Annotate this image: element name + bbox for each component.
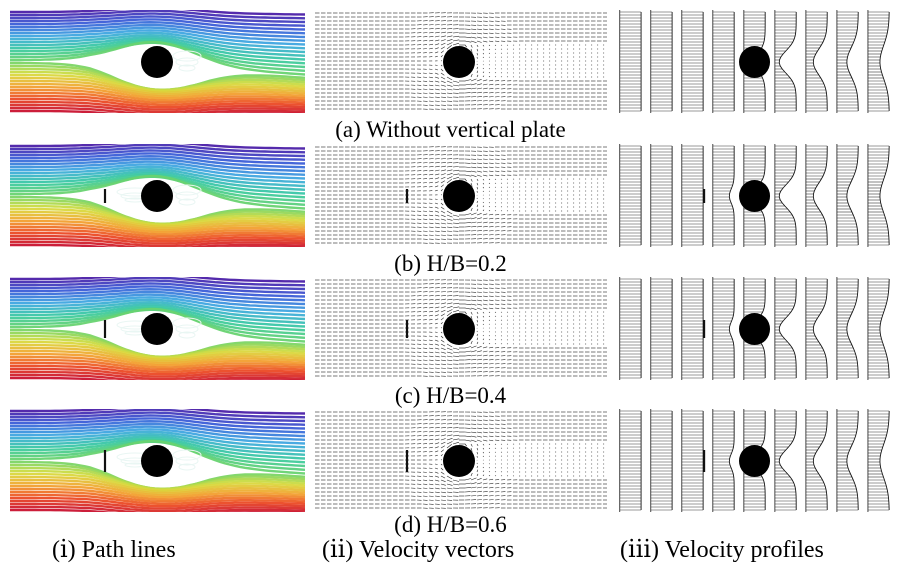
cylinder [739, 445, 771, 477]
cylinder [443, 46, 475, 78]
profile-station [681, 145, 704, 246]
profile-station [712, 278, 735, 379]
profile-station [805, 145, 828, 246]
cylinder [443, 313, 475, 345]
profile-station [836, 145, 859, 246]
profile-station [712, 145, 735, 246]
profile-station [805, 11, 828, 112]
cylinder [739, 180, 771, 212]
vectors-panel-d [312, 409, 607, 512]
pathlines-panel-b [10, 144, 305, 247]
vectors-panel-a [312, 10, 607, 113]
cylinder [739, 46, 771, 78]
pathlines-panel-c [10, 277, 305, 380]
profile-station [867, 145, 890, 246]
profile-station [619, 145, 642, 246]
profile-station [650, 410, 673, 511]
profile-station [867, 278, 890, 379]
profile-station [681, 410, 704, 511]
profiles-panel-c [612, 277, 898, 380]
cylinder [443, 180, 475, 212]
profile-station [836, 410, 859, 511]
profile-station [805, 410, 828, 511]
profile-station [774, 11, 797, 112]
profile-station [774, 278, 797, 379]
profile-station [836, 278, 859, 379]
column-caption-pathlines: (ⅰ) Path lines [52, 537, 176, 563]
profile-station [712, 11, 735, 112]
cylinder [141, 313, 173, 345]
cylinder [739, 313, 771, 345]
vectors-panel-c [312, 277, 607, 380]
cylinder [141, 46, 173, 78]
row-caption-a: (a) Without vertical plate [335, 117, 566, 142]
profile-station [867, 410, 890, 511]
cylinder [141, 445, 173, 477]
profiles-panel-b [612, 144, 898, 247]
row-caption-c: (c) H/B=0.4 [394, 383, 507, 408]
pathlines-panel-d [10, 409, 305, 512]
row-caption-b: (b) H/B=0.2 [394, 251, 507, 276]
profile-station [774, 145, 797, 246]
profile-station [836, 11, 859, 112]
profile-station [619, 410, 642, 511]
pathlines-panel-a [10, 10, 305, 113]
profile-station [774, 410, 797, 511]
profile-station [619, 11, 642, 112]
column-caption-profiles: (ⅲ) Velocity profiles [620, 537, 824, 563]
profile-station [650, 11, 673, 112]
profile-station [619, 278, 642, 379]
column-caption-vectors: (ⅱ) Velocity vectors [322, 537, 515, 563]
profile-station [681, 11, 704, 112]
cylinder [443, 445, 475, 477]
profile-station [681, 278, 704, 379]
profile-station [712, 410, 735, 511]
profile-station [805, 278, 828, 379]
profile-station [650, 145, 673, 246]
vectors-panel-b [312, 144, 607, 247]
cylinder [141, 180, 173, 212]
profiles-panel-a [612, 10, 898, 113]
profile-station [650, 278, 673, 379]
profile-station [867, 11, 890, 112]
profiles-panel-d [612, 409, 898, 512]
row-caption-d: (d) H/B=0.6 [394, 512, 507, 537]
